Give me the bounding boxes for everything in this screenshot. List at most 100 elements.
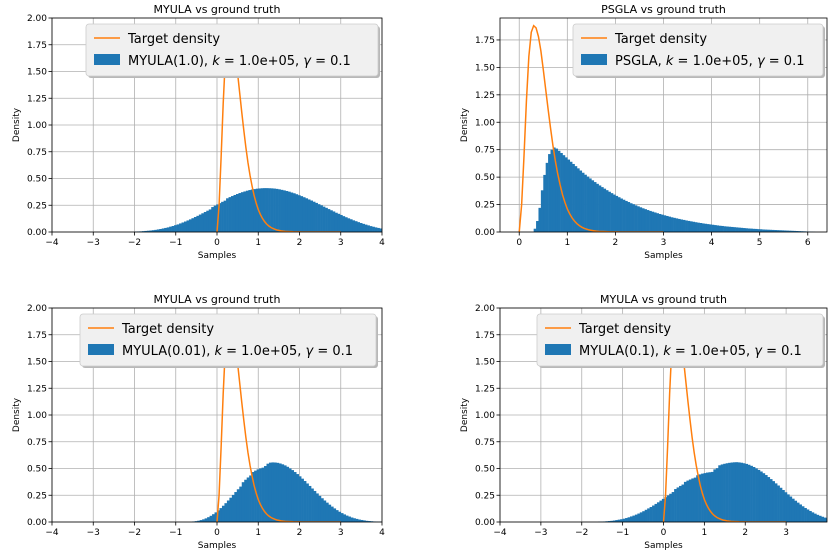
- y-axis-label: Density: [460, 107, 470, 142]
- histogram-bar: [694, 222, 698, 232]
- histogram-bar: [290, 192, 294, 232]
- histogram-bar: [791, 498, 795, 522]
- histogram-bar: [255, 188, 259, 232]
- histogram-bar: [706, 224, 710, 232]
- histogram-bar: [794, 500, 798, 522]
- histogram-bar: [661, 214, 664, 232]
- histogram-bar: [723, 463, 726, 522]
- x-tick-label: −4: [45, 528, 59, 538]
- histogram-bar: [203, 211, 207, 232]
- histogram-bar: [742, 228, 746, 232]
- histogram-bar: [234, 492, 238, 522]
- histogram-bar: [243, 191, 247, 232]
- histogram-bar: [747, 228, 751, 232]
- histogram-bar: [344, 217, 348, 232]
- histogram-bar: [238, 193, 242, 232]
- y-tick-label: 0.75: [475, 438, 495, 448]
- x-tick-label: 3: [783, 528, 789, 538]
- histogram-bar: [159, 229, 163, 232]
- histogram-bar: [339, 214, 343, 232]
- histogram-bar: [217, 510, 220, 522]
- histogram-bar: [292, 193, 296, 232]
- histogram-bar: [692, 221, 696, 232]
- legend-box: [79, 313, 377, 367]
- histogram-bar: [389, 230, 392, 232]
- histogram-bar: [377, 227, 380, 232]
- histogram-bar: [394, 231, 397, 232]
- legend-label-part: = 0.1: [762, 344, 802, 359]
- histogram-bar: [276, 462, 280, 522]
- y-tick-label: 0.50: [475, 173, 495, 183]
- legend-label-part: MYULA(0.1),: [579, 344, 663, 359]
- x-axis-label: Samples: [644, 251, 683, 261]
- histogram-bar: [629, 203, 633, 232]
- histogram-bar: [738, 227, 741, 232]
- histogram-bar: [644, 209, 647, 232]
- histogram-bar: [673, 217, 676, 232]
- histogram-bar: [730, 226, 734, 232]
- histogram-bar: [201, 213, 205, 232]
- histogram-bar: [184, 221, 187, 232]
- histogram-bar: [307, 199, 311, 232]
- histogram-bar: [260, 188, 264, 232]
- histogram-bar: [688, 479, 692, 522]
- histogram-bar: [826, 518, 827, 522]
- histogram-bar: [811, 512, 815, 522]
- histogram-bar: [258, 188, 262, 232]
- histogram-bar: [239, 486, 243, 522]
- histogram-bar: [218, 203, 222, 232]
- histogram-bar: [750, 465, 753, 522]
- histogram-bar: [649, 507, 653, 522]
- histogram-bar: [735, 227, 739, 232]
- y-tick-label: 1.00: [27, 411, 47, 421]
- histogram-bar: [298, 476, 302, 522]
- histogram-bar: [402, 231, 405, 232]
- histogram-bar: [613, 194, 616, 232]
- y-tick-label: 0.25: [475, 201, 495, 211]
- histogram-bar: [235, 194, 239, 232]
- histogram-bar: [320, 498, 324, 522]
- histogram-bar: [699, 223, 703, 232]
- histogram-bar: [288, 468, 292, 522]
- y-tick-label: 0.50: [475, 465, 495, 475]
- y-axis-label: Density: [12, 397, 22, 432]
- histogram-bar: [701, 473, 704, 522]
- histogram-bar: [186, 220, 190, 232]
- x-tick-label: 1: [255, 528, 261, 538]
- legend-histogram-label: MYULA(0.01), k = 1.0e+05, γ = 0.1: [122, 344, 353, 359]
- histogram-bar: [754, 228, 758, 232]
- histogram-bar: [711, 224, 715, 232]
- histogram-bar: [320, 205, 323, 232]
- legend-label-part: PSGLA,: [615, 54, 666, 69]
- x-tick-label: −4: [493, 528, 507, 538]
- histogram-bar: [774, 483, 778, 522]
- legend-label-part: = 1.0e+05,: [222, 344, 306, 359]
- x-tick-label: −3: [534, 528, 547, 538]
- legend-label-part: γ: [303, 54, 312, 69]
- chart-title: MYULA vs ground truth: [600, 293, 727, 306]
- x-tick-label: 4: [379, 238, 385, 248]
- histogram-bar: [219, 508, 223, 522]
- chart-title: MYULA vs ground truth: [154, 293, 281, 306]
- histogram-bar: [681, 484, 685, 522]
- histogram-bar: [804, 507, 807, 522]
- histogram-bar: [632, 515, 636, 522]
- histogram-bar: [273, 188, 276, 232]
- x-tick-label: 0: [516, 238, 522, 248]
- histogram-bar: [204, 518, 208, 522]
- histogram-bar: [214, 512, 218, 522]
- histogram-bar: [253, 189, 257, 232]
- histogram-bar: [769, 229, 772, 232]
- histogram-bar: [286, 466, 290, 522]
- histogram-bar: [231, 196, 234, 232]
- x-tick-label: 1: [564, 238, 570, 248]
- histogram-bar: [536, 221, 539, 232]
- histogram-bar: [379, 228, 382, 232]
- histogram-bar: [332, 211, 336, 232]
- histogram-bar: [240, 192, 244, 232]
- histogram-bar: [666, 495, 670, 522]
- histogram-bar: [358, 519, 361, 522]
- histogram-bar: [355, 518, 359, 522]
- histogram-bar: [567, 159, 571, 232]
- histogram-bar: [538, 207, 542, 232]
